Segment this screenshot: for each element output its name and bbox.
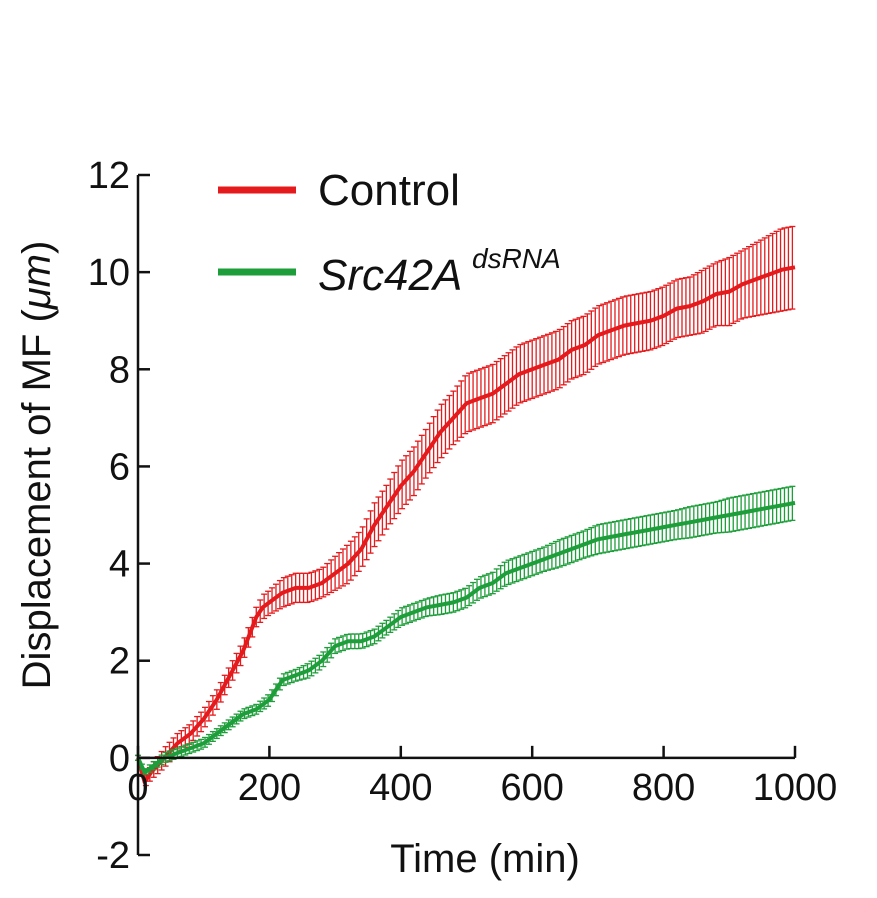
series-line-src42a-dsrna	[136, 500, 796, 775]
x-ticks: 0 200 400 600 800 1000	[127, 745, 838, 809]
y-tick-label: 4	[109, 544, 130, 586]
legend-label-control: Control	[318, 166, 460, 215]
y-tick-label: 10	[88, 252, 130, 294]
error-bars-control	[135, 225, 796, 787]
y-axis-title-unit: μm	[15, 254, 59, 310]
y-tick-label: 8	[109, 349, 130, 391]
x-tick-label: 1000	[753, 767, 838, 809]
y-axis-title-suffix: )	[15, 241, 59, 254]
x-axis-title: Time (min)	[390, 837, 580, 881]
x-tick-label: 800	[632, 767, 695, 809]
series-line-control	[136, 265, 796, 785]
legend-label-src42a-superscript: dsRNA	[472, 243, 561, 274]
series-src42a-dsrna	[135, 485, 796, 775]
y-tick-label: -2	[96, 835, 130, 877]
x-tick-label: 600	[500, 767, 563, 809]
x-tick-label: 0	[127, 767, 148, 809]
axes-layer: 0 200 400 600 800 1000 -2 0 2 4 6 8 10 12	[88, 155, 838, 877]
x-tick-label: 200	[238, 767, 301, 809]
series-control	[135, 225, 796, 787]
y-axis-title-prefix: Displacement of MF (	[15, 309, 59, 690]
y-tick-label: 0	[109, 738, 130, 780]
y-tick-label: 12	[88, 155, 130, 197]
legend: Control Src42A dsRNA	[218, 166, 561, 300]
y-ticks: -2 0 2 4 6 8 10 12	[88, 155, 150, 877]
y-tick-label: 2	[109, 641, 130, 683]
series-layer	[135, 225, 796, 787]
y-axis-title: Displacement of MF (μm)	[15, 241, 59, 690]
y-tick-label: 6	[109, 446, 130, 488]
x-tick-label: 400	[369, 767, 432, 809]
legend-label-src42a: Src42A	[318, 251, 462, 300]
error-bars-src42a-dsrna	[135, 485, 796, 775]
